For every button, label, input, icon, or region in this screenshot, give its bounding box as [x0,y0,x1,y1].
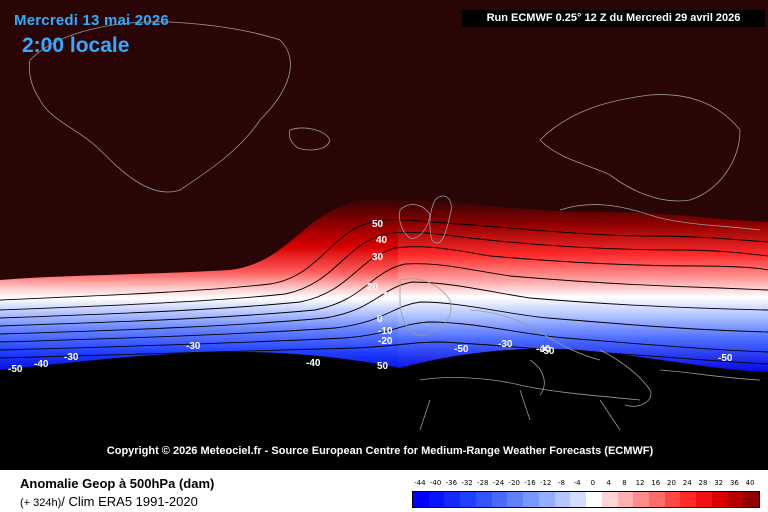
contour-label-40: 40 [376,235,388,246]
legend-footer: Anomalie Geop à 500hPa (dam) (+ 324h)/ C… [0,470,768,512]
south-field [0,348,768,470]
scale-label: 4 [606,479,611,487]
scale-swatch [413,492,429,507]
scale-label: 28 [698,479,708,487]
scale-label: 16 [651,479,661,487]
scale-swatch [491,492,508,507]
copyright-notice: Copyright © 2026 Meteociel.fr - Source E… [106,445,654,457]
contour-label-m40-c: -40 [536,344,551,355]
scale-swatch [554,492,571,507]
contour-label-m30-b: -30 [186,341,201,352]
contour-labels-white: 50 40 30 20 10 0 -10 -20 -30 -30 -30 -50… [8,219,733,375]
contour-label-m40-b: -40 [306,358,321,369]
scale-swatch [680,492,697,507]
scale-label: -28 [477,479,489,487]
scale-label: -20 [508,479,520,487]
scale-label: 20 [667,479,676,487]
scale-swatch [428,492,445,507]
color-scale-bar [412,491,760,508]
contour-label-10: 10 [383,291,395,302]
map-canvas: 50 40 30 20 10 0 -10 -20 -30 -30 -30 -50… [0,21,768,470]
contour-label-m50-d: -50 [718,353,733,364]
scale-swatch [743,492,760,507]
scale-swatch [633,492,650,507]
contour-label-m50-e: 50 [377,361,389,372]
scale-label: -24 [492,479,505,487]
scale-label: 8 [622,479,627,487]
contour-label-50: 50 [372,219,384,230]
contour-label-20: 20 [367,282,379,293]
scale-label: -4 [573,479,581,487]
scale-label: -16 [524,479,536,487]
contour-label-m50-b: -50 [454,344,469,355]
contour-lines [0,219,768,365]
lead-time: (+ 324h) [20,497,62,509]
scale-swatch [696,492,712,507]
valid-date: Mercredi 13 mai 2026 [14,12,169,29]
contour-label-m20: -20 [378,336,393,347]
scale-swatch [601,492,618,507]
color-scale: -44 -40 -36 -32 -28 -24 -20 -16 -12 -8 -4 0 4 8 12 16 20… [412,479,760,508]
contour-label-30: 30 [372,252,384,263]
scale-swatch [523,492,539,507]
scale-swatch [460,492,476,507]
contour-label-m10: -10 [378,326,393,337]
scale-swatch [507,492,524,507]
climatology: / Clim ERA5 1991-2020 [61,494,198,509]
scale-label: 32 [714,479,724,487]
contour-label-m50-a: -50 [8,364,23,375]
color-scale-labels: -44 -40 -36 -32 -28 -24 -20 -16 -12 -8 -4 0 4 8 12 16 20… [412,479,758,489]
anomaly-map: 50 40 30 20 10 0 -10 -20 -30 -30 -30 -50… [0,0,768,470]
parameter-title: Anomalie Geop à 500hPa (dam) [20,476,215,491]
scale-label: -36 [445,479,458,487]
run-info: Run ECMWF 0.25° 12 Z du Mercredi 29 avri… [462,10,765,27]
scale-swatch [711,492,728,507]
contour-label-m40-a: -40 [34,359,49,370]
scale-label: -8 [557,479,565,487]
contour-label-m30-c: -30 [498,339,513,350]
scale-swatch [475,492,492,507]
scale-label: 36 [729,479,739,487]
scale-swatch [538,492,555,507]
scale-label: 40 [745,479,755,487]
scale-swatch [649,492,665,507]
contour-label-m30-a: -30 [64,352,79,363]
parameter-subtitle: (+ 324h)/ Clim ERA5 1991-2020 [20,494,198,509]
scale-swatch [617,492,634,507]
scale-label: 24 [682,479,692,487]
scale-label: -44 [414,479,426,487]
scale-swatch [444,492,461,507]
scale-swatch [586,492,602,507]
scale-label: -40 [429,479,442,487]
scale-label: -12 [539,479,552,487]
scale-swatch [727,492,744,507]
coastlines [28,21,761,431]
contour-label-m50-c: -50 [540,346,555,357]
scale-label: 0 [590,479,596,487]
contour-label-0: 0 [377,314,383,325]
scale-swatch [664,492,681,507]
scale-swatch [570,492,587,507]
anomaly-band-east [398,198,768,375]
scale-label: 12 [635,479,645,487]
valid-time: 2:00 locale [22,34,130,57]
scale-label: -32 [461,479,473,487]
